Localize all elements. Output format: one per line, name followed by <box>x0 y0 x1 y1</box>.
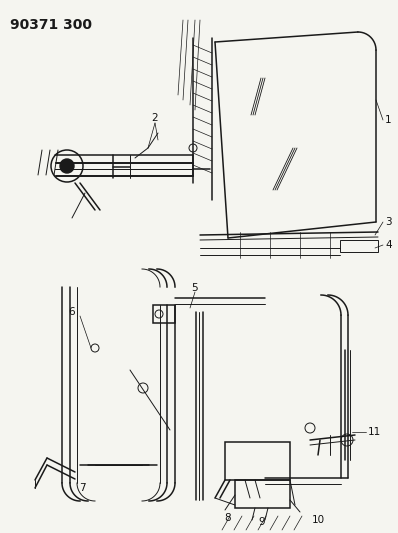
Text: 90371 300: 90371 300 <box>10 18 92 32</box>
Text: 11: 11 <box>368 427 381 437</box>
Text: 10: 10 <box>312 515 324 525</box>
Bar <box>340 240 378 252</box>
Text: 7: 7 <box>79 483 85 493</box>
Bar <box>153 305 175 323</box>
Text: 8: 8 <box>225 513 231 523</box>
Text: 5: 5 <box>192 283 198 293</box>
Circle shape <box>60 159 74 173</box>
Text: 1: 1 <box>385 115 392 125</box>
Text: 6: 6 <box>69 307 75 317</box>
Bar <box>235 480 290 508</box>
Text: 4: 4 <box>385 240 392 250</box>
Text: 2: 2 <box>152 113 158 123</box>
Text: 3: 3 <box>385 217 392 227</box>
Bar <box>225 442 290 480</box>
Text: 9: 9 <box>259 517 265 527</box>
